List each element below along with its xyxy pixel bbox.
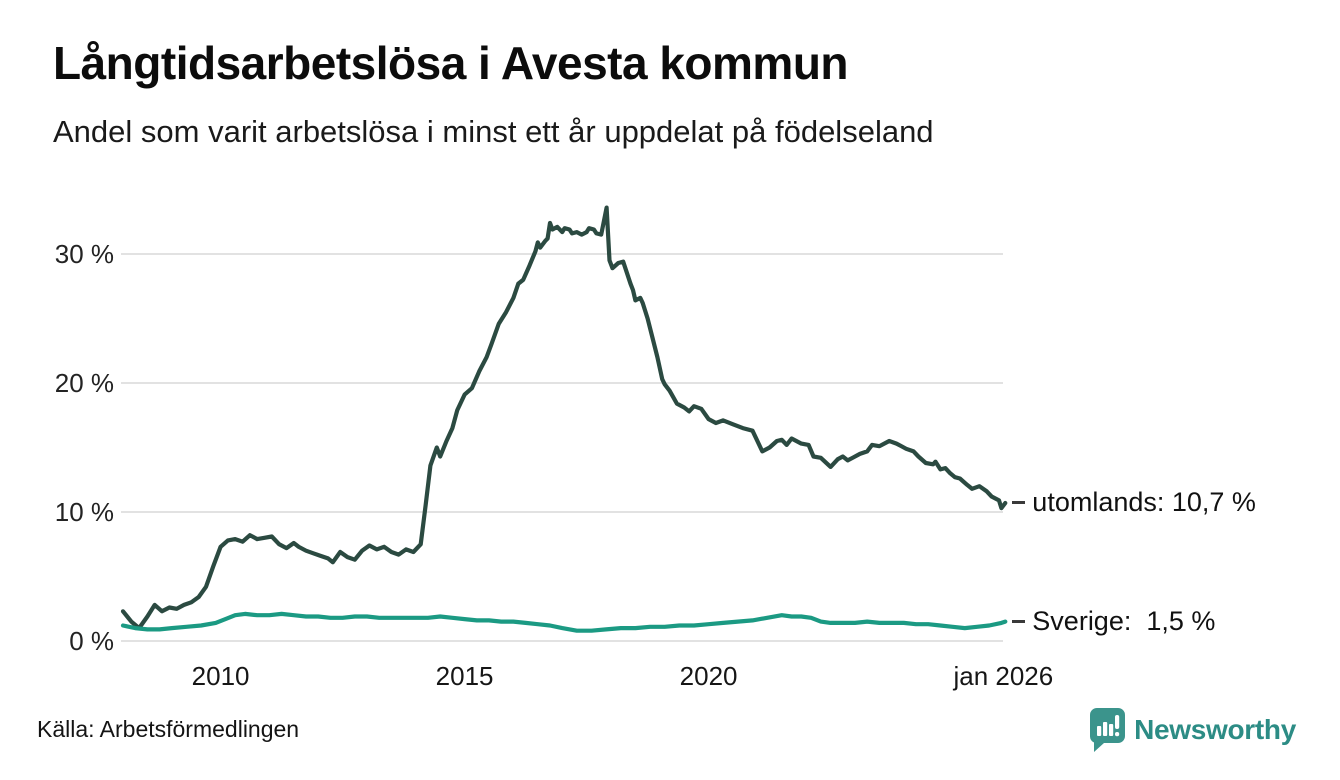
page-subtitle: Andel som varit arbetslösa i minst ett å…	[53, 114, 934, 149]
y-axis-tick-label: 10 %	[54, 497, 114, 527]
series-label-text: Sverige: 1,5 %	[1032, 606, 1216, 637]
y-axis-tick-label: 0 %	[69, 626, 114, 656]
x-axis-tick-label: 2020	[679, 661, 738, 691]
newsworthy-logo: Newsworthy	[1090, 708, 1296, 752]
source-note: Källa: Arbetsförmedlingen	[37, 716, 300, 742]
y-axis-tick-label: 30 %	[54, 239, 114, 269]
label-connector-dash	[1012, 501, 1026, 505]
series-label-Sverige: Sverige: 1,5 %	[1012, 605, 1215, 639]
series-label-text: utomlands: 10,7 %	[1032, 487, 1256, 518]
x-axis-tick-label: 2015	[435, 661, 494, 691]
series-line-Sverige	[120, 611, 1008, 633]
series-line-utomlands	[120, 205, 1008, 631]
y-axis-tick-label: 20 %	[54, 368, 114, 398]
series-label-utomlands: utomlands: 10,7 %	[1012, 486, 1256, 520]
newsworthy-bubble-chart-icon	[1090, 708, 1126, 752]
x-axis-tick-label: jan 2026	[953, 661, 1054, 691]
page-title: Långtidsarbetslösa i Avesta kommun	[53, 37, 849, 89]
newsworthy-wordmark: Newsworthy	[1134, 714, 1296, 745]
label-connector-dash	[1012, 620, 1026, 624]
x-axis-tick-label: 2010	[191, 661, 250, 691]
